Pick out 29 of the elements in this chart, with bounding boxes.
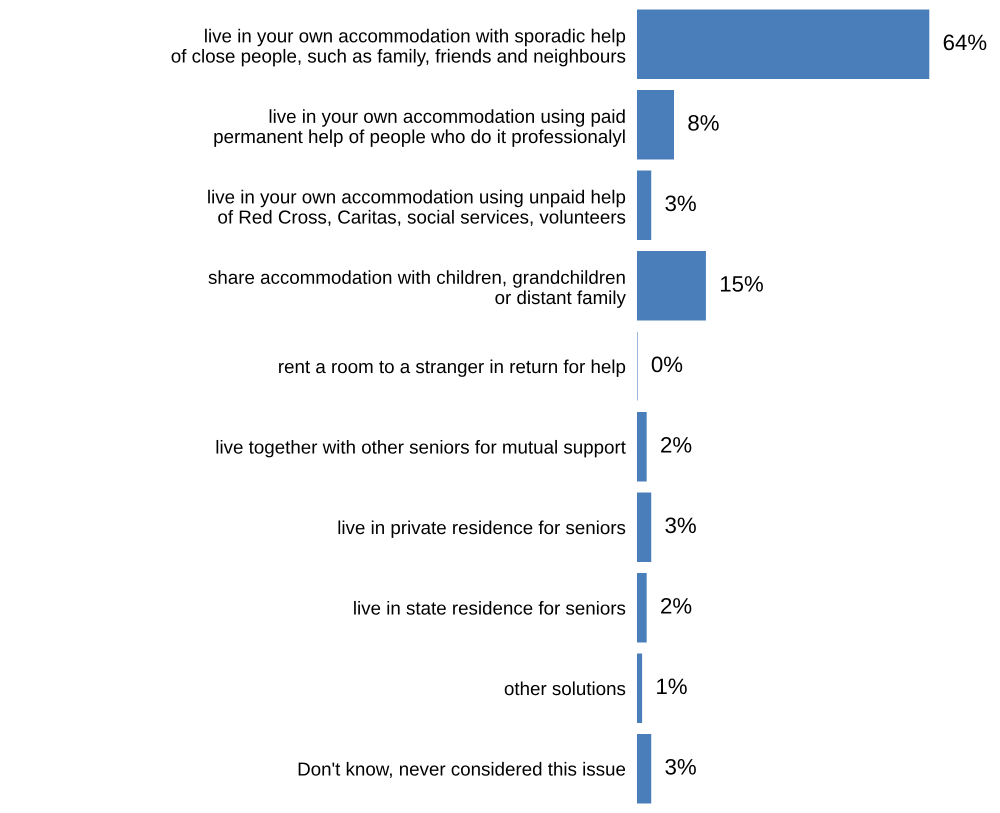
y-tick-label: rent a room to a stranger in return for help (279, 359, 626, 377)
bar (637, 10, 930, 80)
data-label: 2% (661, 598, 692, 614)
data-label: 64% (944, 34, 986, 50)
bar (637, 170, 652, 240)
data-label: 0% (652, 356, 682, 372)
bar (637, 572, 647, 643)
data-label: 15% (720, 276, 763, 292)
data-label: 8% (688, 114, 719, 131)
data-label: 3% (665, 195, 696, 212)
y-tick-label: live in your own accommodation with sporadic help of close people, such as family, friends and neighbours (172, 28, 626, 66)
y-tick-label: live in private residence for seniors (338, 520, 626, 538)
bar (637, 90, 674, 160)
bar (637, 412, 647, 482)
bar (637, 492, 652, 562)
y-tick-label: Don't know, never considered this issue (298, 762, 626, 778)
bar (637, 734, 652, 804)
y-tick-label: live in your own accommodation using paid permanent help of people who do it professionalyl (214, 109, 625, 147)
bar (637, 653, 642, 723)
data-label: 3% (665, 758, 696, 775)
y-tick-label: live in state residence for seniors (354, 600, 626, 615)
y-tick-label: live in your own accommodation using unpaid help of Red Cross, Caritas, social services, volunteers (208, 190, 626, 226)
bar (637, 250, 706, 321)
y-tick-label: share accommodation with children, grandchildren or distant family (208, 270, 626, 308)
y-tick-label: live together with other seniors for mutual support (216, 440, 626, 458)
data-label: 2% (661, 436, 692, 453)
data-label: 1% (657, 678, 687, 694)
y-tick-label: other solutions (504, 681, 626, 696)
data-label: 3% (665, 517, 696, 534)
